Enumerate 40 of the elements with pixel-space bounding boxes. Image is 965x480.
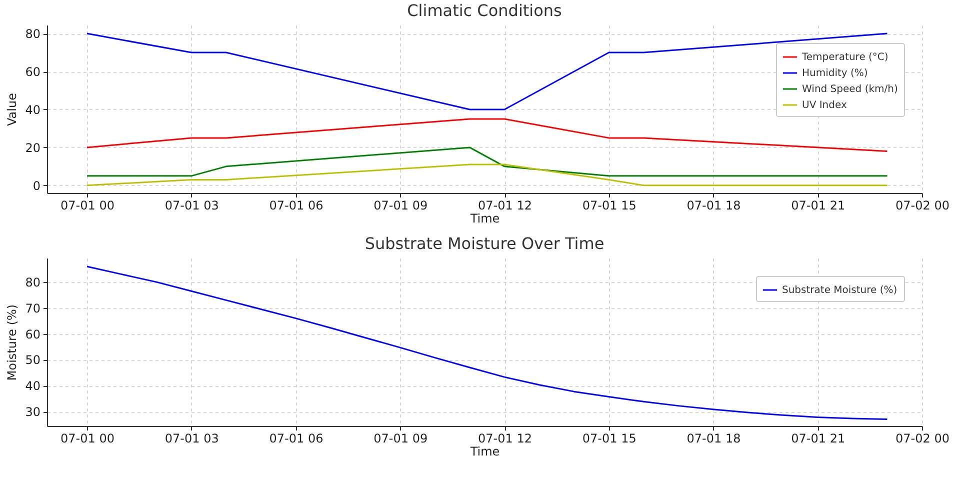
chart-title: Substrate Moisture Over Time	[364, 234, 604, 253]
legend-label: Wind Speed (km/h)	[802, 84, 898, 95]
x-tick-label: 07-01 00	[60, 432, 114, 446]
legend-label: Substrate Moisture (%)	[782, 285, 898, 296]
y-tick-label: 60	[25, 327, 40, 342]
x-tick-label: 07-01 09	[374, 198, 428, 212]
x-tick-label: 07-01 12	[478, 198, 532, 212]
x-tick-label: 07-01 21	[791, 198, 846, 212]
chart-title: Climatic Conditions	[407, 1, 562, 20]
y-tick-label: 70	[25, 301, 40, 316]
y-tick-label: 80	[25, 276, 40, 290]
x-axis-title: Time	[469, 212, 500, 226]
x-tick-label: 07-01 18	[686, 198, 741, 212]
x-axis-title: Time	[469, 444, 500, 458]
x-tick-label: 07-02 00	[896, 198, 950, 212]
y-tick-label: 20	[25, 140, 40, 155]
x-tick-label: 07-01 15	[582, 198, 636, 212]
y-tick-label: 50	[25, 353, 40, 368]
x-tick-label: 07-01 06	[269, 198, 324, 212]
x-tick-label: 07-01 21	[791, 432, 846, 446]
y-axis-title: Value	[5, 93, 20, 126]
x-tick-label: 07-01 00	[60, 198, 114, 212]
x-tick-label: 07-01 06	[269, 432, 324, 446]
x-tick-label: 07-01 03	[164, 432, 219, 446]
y-tick-label: 0	[32, 178, 40, 193]
y-tick-label: 40	[25, 102, 40, 117]
legend-label: Temperature (°C)	[801, 52, 888, 63]
legend-label: UV Index	[802, 100, 847, 111]
y-tick-label: 60	[25, 65, 40, 80]
legend-label: Humidity (%)	[802, 68, 868, 79]
x-tick-label: 07-01 15	[582, 432, 636, 446]
x-tick-label: 07-02 00	[896, 432, 950, 446]
y-tick-label: 30	[25, 405, 40, 420]
y-axis-title: Moisture (%)	[5, 304, 20, 381]
x-tick-label: 07-01 18	[686, 432, 741, 446]
y-tick-label: 80	[25, 27, 40, 42]
x-tick-label: 07-01 09	[374, 432, 428, 446]
y-tick-label: 40	[25, 379, 40, 394]
x-tick-label: 07-01 03	[164, 198, 219, 212]
x-tick-label: 07-01 12	[478, 432, 532, 446]
